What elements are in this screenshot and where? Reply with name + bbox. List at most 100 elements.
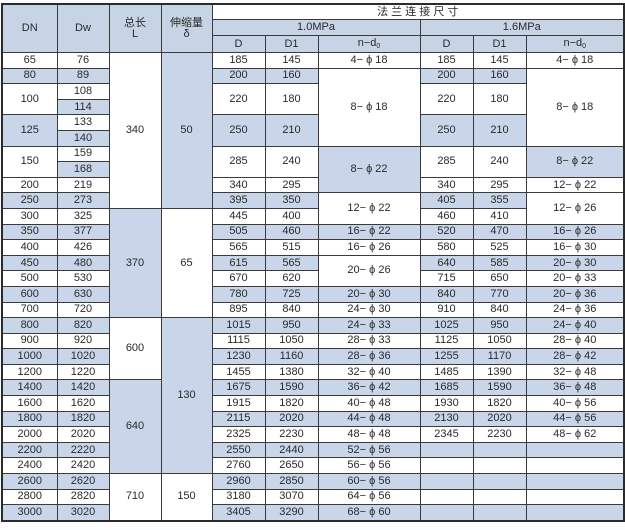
table-cell: 620 [264, 270, 319, 287]
table-cell: 220 [419, 83, 474, 116]
table-cell: 150 [160, 473, 213, 522]
table-cell: 340 [108, 52, 162, 209]
table-cell: 145 [472, 52, 527, 69]
flange-dimension-table: DN Dw 总长 L 伸缩量 δ 法 兰 连 接 尺 寸 1.0MPa 1.6MPa… [1, 3, 625, 522]
table-cell: 12− ϕ 26 [525, 192, 625, 225]
header-d1-1: D1 [264, 35, 319, 53]
table-cell: 50 [160, 52, 213, 209]
table-cell: 32− ϕ 48 [525, 363, 625, 381]
table-cell: 450 [1, 254, 58, 272]
table-cell: 32− ϕ 40 [317, 363, 421, 381]
table-cell: 1600 [1, 395, 58, 412]
table-cell: 1820 [56, 410, 110, 428]
table-cell: 56− ϕ 56 [317, 457, 421, 475]
table-cell: 920 [56, 332, 110, 350]
table-cell: 1000 [1, 348, 58, 365]
table-cell: 377 [56, 223, 110, 241]
table-cell: 114 [56, 98, 110, 116]
table-cell: 210 [472, 114, 527, 147]
table-cell: 2760 [211, 457, 266, 475]
table-cell: 48− ϕ 62 [525, 426, 625, 443]
table-cell: 2130 [419, 410, 474, 428]
table-cell: 220 [211, 83, 266, 116]
table-cell: 395 [211, 192, 266, 209]
table-cell: 2230 [472, 426, 527, 443]
table-cell: 3180 [211, 488, 266, 506]
table-cell: 159 [56, 145, 110, 163]
table-cell: 1420 [56, 379, 110, 397]
table-cell: 1800 [1, 410, 58, 428]
table-cell: 630 [56, 285, 110, 303]
table-cell: 12− ϕ 22 [317, 192, 421, 225]
table-cell [525, 457, 625, 475]
table-cell: 840 [419, 285, 474, 303]
table-cell: 28− ϕ 36 [317, 348, 421, 365]
table-cell: 350 [1, 223, 58, 241]
table-cell: 640 [108, 379, 162, 475]
table-cell: 40− ϕ 56 [525, 395, 625, 412]
table-cell: 8− ϕ 18 [317, 67, 421, 147]
table-cell: 1050 [264, 332, 319, 350]
table-row: 3000 3020 3405 3290 68− ϕ 60 [1, 504, 625, 522]
table-row: 900 920 1115 1050 28− ϕ 33 1125 1050 28− ϕ 40 [1, 332, 625, 350]
table-cell: 28− ϕ 42 [525, 348, 625, 365]
table-cell: 4− ϕ 18 [317, 52, 421, 69]
table-cell: 185 [211, 52, 266, 69]
table-cell [525, 441, 625, 459]
table-cell: 2550 [211, 441, 266, 459]
table-cell: 470 [472, 223, 527, 241]
table-cell: 1125 [419, 332, 474, 350]
table-cell: 460 [419, 207, 474, 225]
table-cell: 2820 [56, 488, 110, 506]
table-cell: 145 [264, 52, 319, 69]
table-row: 200 219 340 295 340 295 12− ϕ 22 [1, 176, 625, 194]
table-cell: 400 [1, 239, 58, 256]
table-cell: 3290 [264, 504, 319, 522]
table-row: 1600 1620 1915 1820 40− ϕ 48 1930 1820 40− ϕ 56 [1, 395, 625, 412]
table-cell: 715 [419, 270, 474, 287]
table-cell: 1015 [211, 317, 266, 334]
table-cell: 900 [1, 332, 58, 350]
table-cell: 3405 [211, 504, 266, 522]
table-cell [419, 504, 474, 522]
table-cell: 2400 [1, 457, 58, 475]
table-row: 800 820 600 130 1015 950 24− ϕ 33 1025 950 24− ϕ … [1, 317, 625, 475]
table-cell: 1820 [472, 395, 527, 412]
table-cell: 1400 [1, 379, 58, 397]
table-cell: 515 [264, 239, 319, 256]
table-cell: 2020 [472, 410, 527, 428]
table-cell: 530 [56, 270, 110, 287]
table-cell: 295 [472, 176, 527, 194]
table-row: 250 273 395 350 12− ϕ 22 405 355 12− ϕ 26 [1, 192, 625, 225]
table-cell: 2220 [56, 441, 110, 459]
table-cell: 400 [264, 207, 319, 225]
table-cell: 580 [419, 239, 474, 256]
table-cell: 2230 [264, 426, 319, 443]
table-cell: 2650 [264, 457, 319, 475]
table-cell: 285 [211, 145, 266, 178]
table-cell: 140 [56, 129, 110, 147]
header-expansion-label: 伸缩量 [170, 16, 203, 29]
table-cell: 150 [1, 145, 58, 178]
table-cell: 2620 [56, 473, 110, 490]
table-cell: 24− ϕ 40 [525, 317, 625, 334]
table-cell: 8− ϕ 18 [525, 67, 625, 147]
header-nd-sub: 0 [376, 43, 381, 50]
table-cell: 285 [419, 145, 474, 178]
table-cell: 1915 [211, 395, 266, 412]
table-cell: 520 [419, 223, 474, 241]
table-cell: 20− ϕ 36 [525, 285, 625, 303]
table-row: 100 108 220 180 220 180 [1, 83, 624, 116]
table-cell: 20− ϕ 30 [525, 254, 625, 272]
table-cell: 300 [1, 207, 58, 225]
table-cell: 44− ϕ 56 [525, 410, 625, 428]
table-cell: 44− ϕ 48 [317, 410, 421, 428]
table-cell: 725 [264, 285, 319, 303]
table-cell: 240 [472, 145, 527, 178]
table-cell: 210 [264, 114, 319, 147]
table-cell [419, 488, 474, 506]
table-row: 2000 2020 2325 2230 48− ϕ 48 2345 2230 48− ϕ 62 [1, 426, 625, 443]
table-cell: 20− ϕ 33 [525, 270, 625, 287]
table-cell: 89 [56, 67, 110, 85]
table-cell: 250 [419, 114, 474, 147]
